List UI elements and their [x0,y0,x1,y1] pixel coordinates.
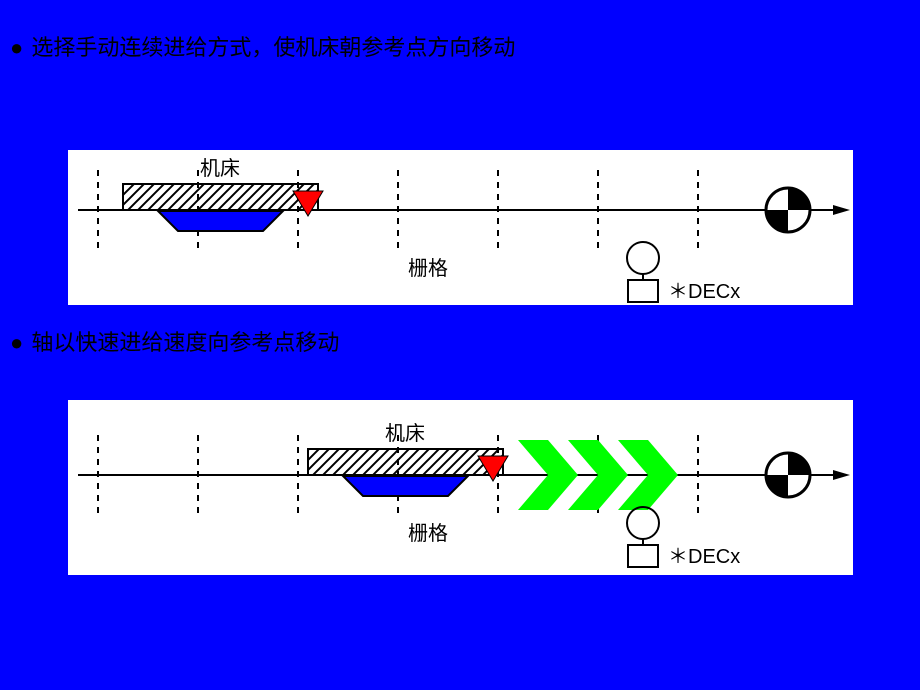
bullet-1-text: 选择手动连续进给方式，使机床朝参考点方向移动 [31,35,515,60]
bullet-2-text: 轴以快速进给速度向参考点移动 [31,330,339,355]
grid-label: 栅格 [408,522,448,545]
slide [343,476,468,496]
axis-arrowhead [833,470,850,480]
decx-label: ＊DECx [668,546,740,568]
machine-bed [123,184,318,210]
slide [158,211,283,231]
machine-label: 机床 [200,157,240,180]
diagram-2: 机床 栅格 ＊DECx [68,400,853,575]
machine-label: 机床 [385,422,425,445]
bullet-1: 选择手动连续进给方式，使机床朝参考点方向移动 [10,30,515,62]
switch-symbol [627,242,659,302]
target-symbol [766,188,810,232]
target-symbol [766,453,810,497]
machine-bed [308,449,503,475]
diagram-2-svg: 机床 栅格 ＊DECx [68,400,853,575]
axis-arrowhead [833,205,850,215]
grid-label: 栅格 [408,257,448,280]
decx-label: ＊DECx [668,281,740,303]
diagram-1-svg: 机床 栅格 ＊DECx [68,150,853,305]
bullet-2: 轴以快速进给速度向参考点移动 [10,325,339,357]
diagram-1: 机床 栅格 ＊DECx [68,150,853,305]
switch-symbol [627,507,659,567]
